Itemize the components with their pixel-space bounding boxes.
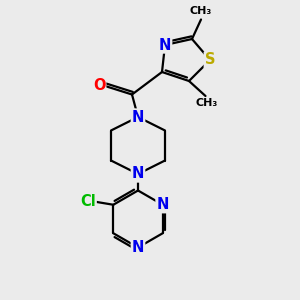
Text: N: N — [159, 38, 171, 52]
Text: CH₃: CH₃ — [196, 98, 218, 108]
Text: O: O — [93, 78, 105, 93]
Text: N: N — [132, 167, 144, 182]
Text: N: N — [157, 197, 169, 212]
Text: CH₃: CH₃ — [190, 7, 212, 16]
Text: N: N — [132, 110, 144, 124]
Text: N: N — [132, 240, 144, 255]
Text: Cl: Cl — [80, 194, 96, 209]
Text: S: S — [205, 52, 215, 68]
